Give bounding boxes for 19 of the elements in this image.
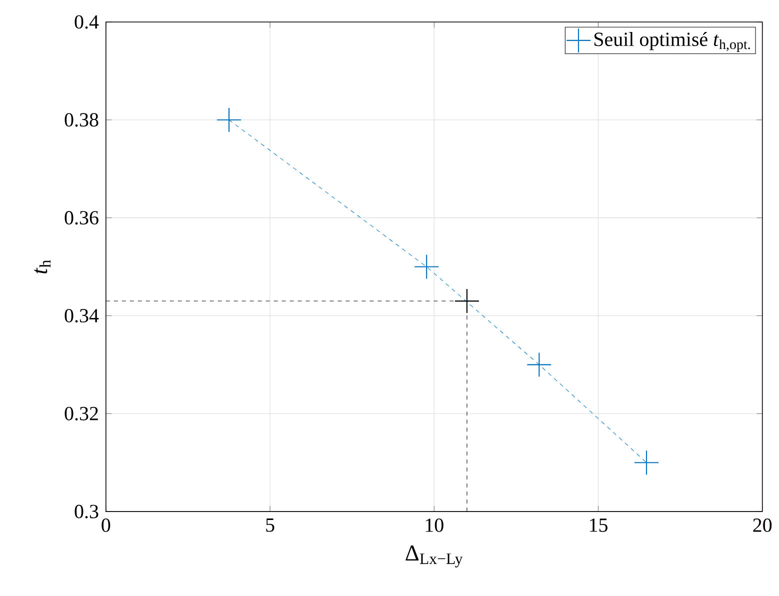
- y-tick-label: 0.3: [74, 504, 98, 518]
- x-tick-label: 20: [753, 518, 772, 532]
- point: [217, 108, 241, 132]
- x-tick-label: 10: [426, 518, 444, 532]
- y-axis-title: t$_{h}$: [34, 260, 50, 274]
- y-tick-label: 0.36: [64, 210, 98, 224]
- y-tick-label: 0.38: [64, 112, 98, 126]
- x-tick-label: 15: [590, 518, 608, 532]
- y-tick-label: 0.34: [64, 308, 99, 322]
- x-axis-title: Δ$_{Lx−Ly}$: [406, 545, 463, 568]
- point: [454, 288, 479, 313]
- point: [634, 450, 658, 474]
- y-tick-label: 0.4: [74, 14, 99, 29]
- y-tick-label: 0.32: [64, 406, 98, 420]
- point: [527, 352, 552, 376]
- legend-label: Seuil optimisé t$_{h,opt.}$: [594, 32, 750, 52]
- x-tick-label: 0: [102, 518, 110, 532]
- x-tick-label: 5: [266, 518, 274, 532]
- point: [414, 254, 439, 279]
